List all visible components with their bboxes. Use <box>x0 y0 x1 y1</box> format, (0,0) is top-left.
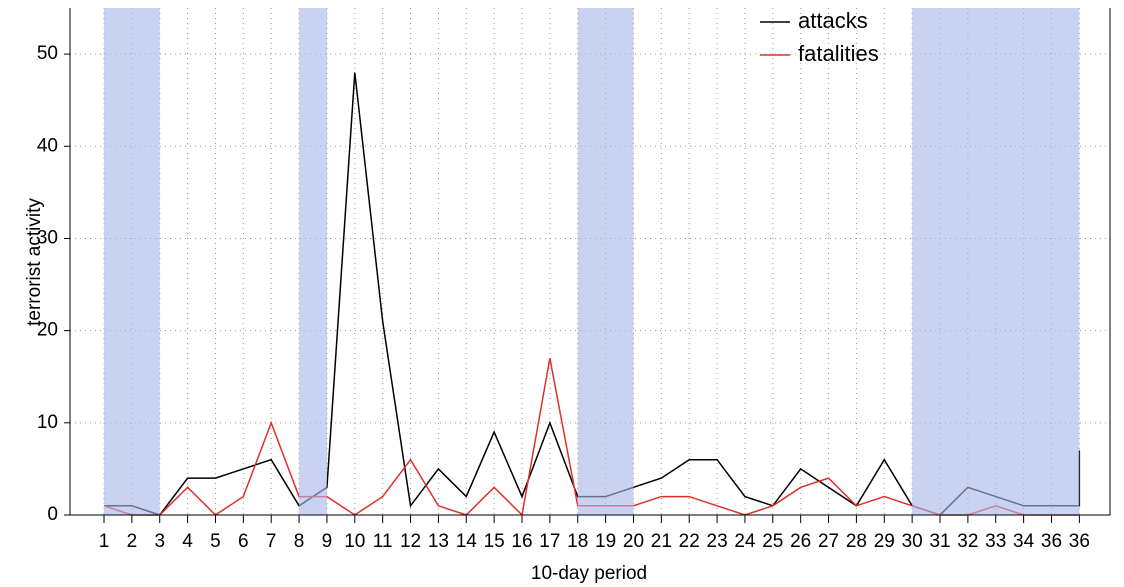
x-tick-label: 24 <box>734 531 756 552</box>
x-tick-label: 23 <box>707 531 728 552</box>
x-tick-label: 30 <box>902 531 923 552</box>
shaded-range <box>299 8 327 515</box>
x-tick-label: 7 <box>266 531 277 552</box>
x-tick-label: 16 <box>511 531 532 552</box>
y-tick-label: 10 <box>37 412 58 433</box>
x-tick-label: 18 <box>567 531 588 552</box>
x-tick-label: 13 <box>428 531 449 552</box>
x-tick-label: 5 <box>210 531 221 552</box>
x-tick-label: 28 <box>846 531 867 552</box>
axes-frame <box>69 8 1111 516</box>
y-tick-label: 50 <box>37 43 58 64</box>
y-tick-label: 0 <box>47 504 58 525</box>
x-tick-label: 2 <box>127 531 138 552</box>
x-tick-label: 22 <box>679 531 700 552</box>
x-tick-label: 12 <box>400 531 421 552</box>
y-axis-label: terrorist activity <box>24 198 45 326</box>
x-tick-label: 26 <box>790 531 811 552</box>
x-tick-label: 1 <box>99 531 110 552</box>
y-tick-label: 30 <box>37 227 58 248</box>
shaded-range <box>912 8 1080 515</box>
y-tick-label: 40 <box>37 135 58 156</box>
x-tick-label: 36 <box>1069 531 1090 552</box>
x-tick-label: 6 <box>238 531 249 552</box>
x-tick-label: 34 <box>1013 531 1035 552</box>
x-tick-label: 25 <box>762 531 783 552</box>
x-tick-label: 33 <box>985 531 1006 552</box>
x-axis-label: 10-day period <box>531 563 647 584</box>
x-tick-label: 3 <box>154 531 165 552</box>
x-tick-label: 9 <box>322 531 333 552</box>
shaded-range <box>103 8 160 515</box>
legend-label: attacks <box>798 8 868 33</box>
x-tick-label: 15 <box>484 531 505 552</box>
x-tick-label: 36 <box>1041 531 1062 552</box>
x-tick-label: 4 <box>182 531 193 552</box>
x-tick-label: 10 <box>344 531 365 552</box>
x-tick-label: 21 <box>651 531 672 552</box>
x-tick-label: 11 <box>373 531 393 552</box>
y-tick-label: 20 <box>37 320 58 341</box>
legend-label: fatalities <box>798 41 879 66</box>
x-tick-label: 19 <box>595 531 616 552</box>
x-tick-label: 8 <box>294 531 305 552</box>
x-tick-label: 27 <box>818 531 839 552</box>
x-tick-label: 20 <box>623 531 644 552</box>
x-tick-label: 32 <box>957 531 978 552</box>
x-tick-label: 14 <box>456 531 478 552</box>
shaded-range <box>577 8 634 515</box>
x-tick-label: 29 <box>874 531 895 552</box>
x-tick-label: 31 <box>929 531 950 552</box>
x-tick-label: 17 <box>539 531 560 552</box>
